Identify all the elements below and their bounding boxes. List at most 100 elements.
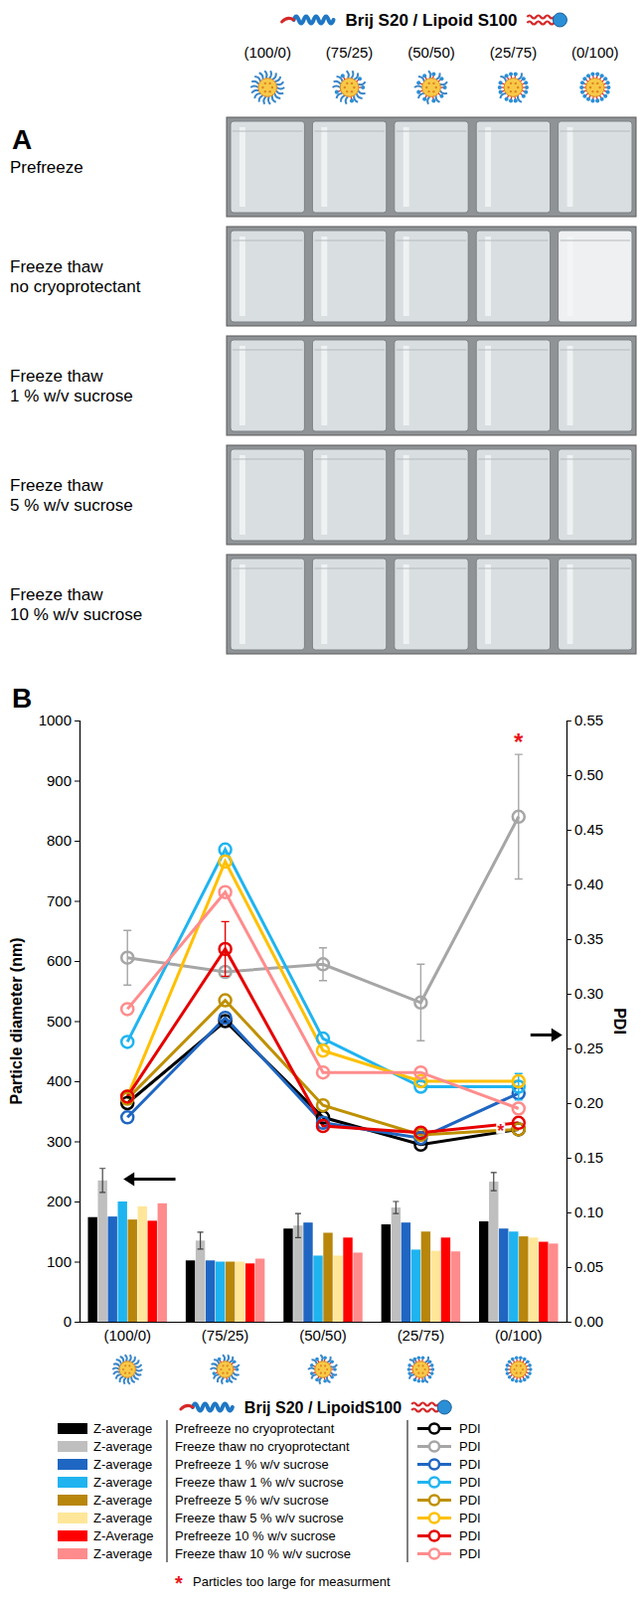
- legend-label: Z-Average: [93, 1528, 154, 1544]
- particle-dot: [221, 1364, 224, 1367]
- particle-chain: [517, 72, 522, 80]
- particle-head: [322, 1379, 327, 1384]
- particle-core: [119, 1361, 137, 1379]
- particle-dot: [261, 86, 264, 89]
- bar: [538, 1242, 548, 1322]
- particle-dot: [124, 1372, 127, 1375]
- legend-swatch: [57, 1530, 88, 1542]
- vial: [558, 121, 633, 213]
- figure: ABrij S20 / Lipoid S100(100/0)(75/25)(50…: [0, 0, 644, 1600]
- particle-chain: [254, 76, 261, 82]
- particle-chain: [213, 1374, 219, 1379]
- particle-head: [334, 90, 339, 95]
- tick-label: 800: [46, 831, 72, 849]
- vial-meniscus: [478, 459, 548, 461]
- pdi-marker: [512, 810, 525, 823]
- tick: 900: [46, 772, 80, 790]
- particle-head: [310, 1371, 315, 1376]
- particle-chain: [424, 1376, 429, 1383]
- particle-core: [339, 78, 359, 98]
- footnote-text: Particles too large for measurment: [192, 1574, 391, 1590]
- particle-chain: [319, 1377, 322, 1385]
- particle-dot: [515, 1372, 518, 1375]
- particle-dot: [350, 82, 353, 85]
- legend-marker: [429, 1531, 440, 1542]
- vial: [312, 449, 386, 541]
- particle-head: [510, 1378, 515, 1383]
- particle-head: [407, 1367, 412, 1372]
- bar: [293, 1225, 303, 1322]
- particle-core: [216, 1361, 234, 1379]
- legend-swatch: [57, 1494, 88, 1506]
- bar: [87, 1217, 97, 1322]
- vial-meniscus: [314, 240, 384, 242]
- particle-dot: [320, 1364, 322, 1367]
- particle-chain: [269, 70, 272, 79]
- particle-head: [443, 85, 448, 90]
- particle-dot: [343, 86, 346, 89]
- particle-head: [590, 98, 595, 103]
- row-label-line: 1 % w/v sucrose: [9, 386, 134, 406]
- particle-head: [340, 73, 345, 78]
- vial: [394, 558, 469, 650]
- particle-dot: [596, 82, 599, 85]
- category-icon: [407, 1355, 436, 1383]
- tick-mark: [566, 1103, 572, 1105]
- particle-head: [431, 1367, 436, 1372]
- particle-chain: [211, 1363, 218, 1367]
- row-label-line: Freeze thaw: [9, 257, 104, 277]
- vial-highlight: [567, 127, 574, 207]
- bar: [508, 1231, 518, 1322]
- particle-dot: [432, 82, 435, 85]
- vial-highlight: [403, 455, 410, 535]
- pdi-marker: [512, 1075, 525, 1088]
- y-axis-line: [74, 721, 81, 1323]
- vial-meniscus: [478, 349, 548, 351]
- tick-label: 0: [63, 1312, 72, 1330]
- column-icon: [414, 70, 448, 104]
- annotation: *: [496, 1121, 504, 1141]
- vial-meniscus: [560, 349, 631, 351]
- bar: [498, 1228, 508, 1322]
- particle-head: [428, 1359, 433, 1364]
- tick-label: 0.05: [574, 1258, 604, 1276]
- bar: [235, 1262, 245, 1323]
- particle-chain: [357, 90, 365, 94]
- particle-head: [504, 73, 509, 78]
- particle-head: [421, 1379, 426, 1384]
- vial: [394, 230, 469, 322]
- particle-chain: [330, 1372, 337, 1376]
- row-label: Freeze thaw5 % w/v sucrose: [9, 476, 134, 515]
- photo-strip: [226, 445, 637, 545]
- particle-head: [523, 80, 528, 85]
- bar: [411, 1249, 421, 1322]
- row-label-line: Freeze thaw: [9, 476, 104, 495]
- pdi-marker: [317, 1120, 329, 1132]
- bar: [215, 1262, 225, 1323]
- particle-chain: [346, 70, 349, 79]
- error-bar: [295, 1213, 302, 1238]
- particle-chain: [326, 1356, 331, 1363]
- vial-highlight: [484, 455, 491, 535]
- pdi-marker: [219, 943, 232, 956]
- particle-dot: [128, 1372, 131, 1375]
- footnote-symbol: *: [174, 1572, 183, 1595]
- particle-head: [513, 98, 518, 103]
- particle-dot: [325, 1368, 328, 1371]
- vial-meniscus: [396, 568, 467, 570]
- tick-label: (50/50): [299, 1326, 347, 1344]
- column-icon: [332, 70, 366, 104]
- error-bar: [197, 1232, 204, 1250]
- particle-head: [606, 90, 611, 95]
- legend-condition: Freeze thaw 5 % w/v sucrose: [174, 1510, 344, 1526]
- photo-background: [226, 117, 637, 217]
- particle-dot: [514, 82, 517, 85]
- vial: [312, 558, 386, 650]
- photo-strip: [226, 117, 637, 217]
- particle-chain: [336, 93, 343, 99]
- particle-dot: [345, 90, 348, 93]
- tick-label: 1000: [38, 711, 72, 729]
- tick: 200: [46, 1192, 80, 1210]
- particle-head: [606, 80, 611, 85]
- vial: [230, 339, 305, 432]
